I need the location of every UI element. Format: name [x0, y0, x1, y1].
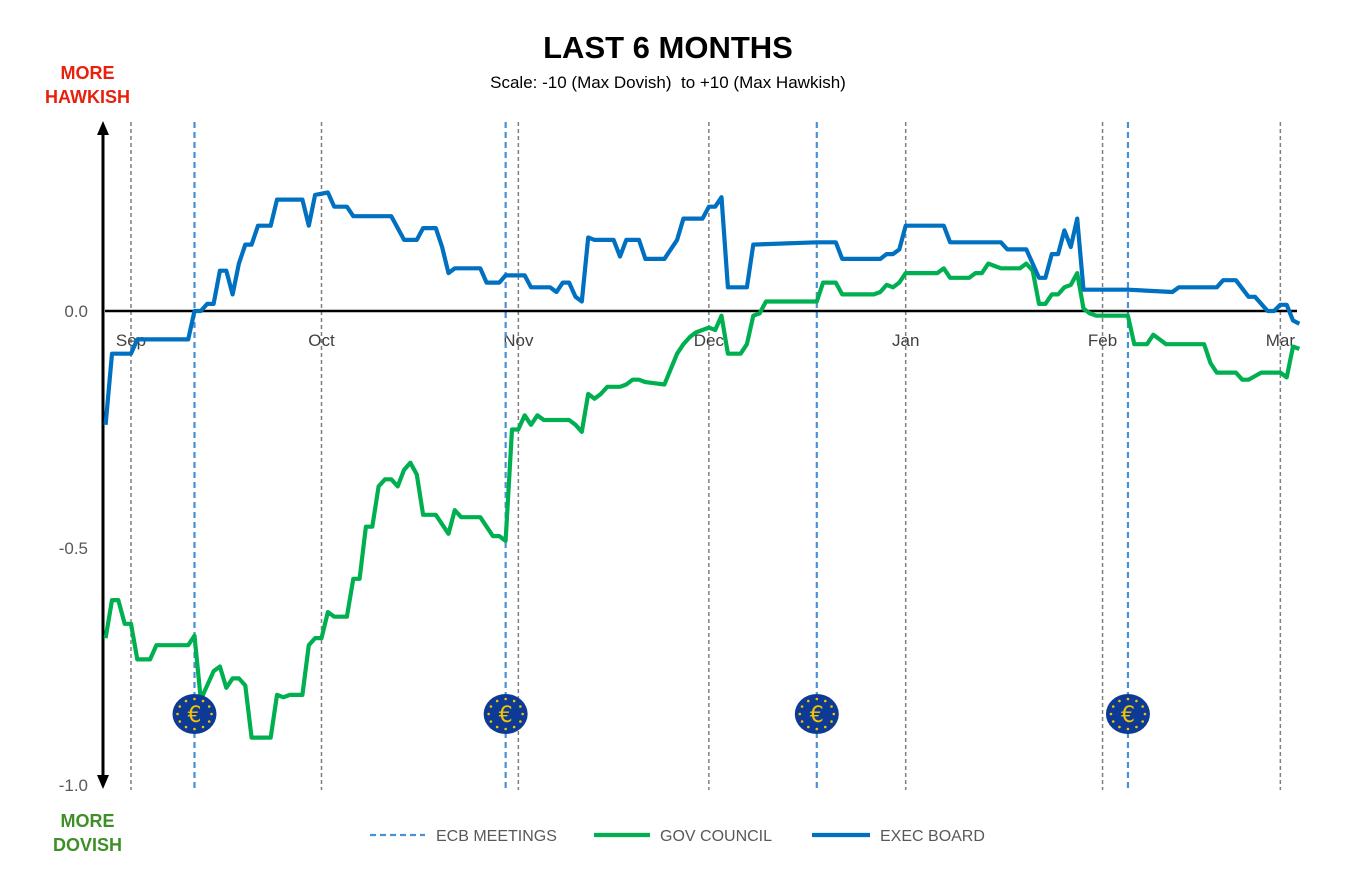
- x-tick-label: Oct: [308, 331, 335, 350]
- exec-board-line: [103, 190, 1301, 425]
- ecb-euro-icon: €: [172, 694, 217, 734]
- x-tick-label: Mar: [1266, 331, 1296, 350]
- y-tick-label: -1.0: [59, 776, 88, 795]
- more-dovish-label: MORE DOVISH: [52, 811, 122, 855]
- legend-gov-council-label: GOV COUNCIL: [660, 828, 772, 845]
- ecb-euro-icon: €: [483, 694, 528, 734]
- x-tick-label: Feb: [1088, 331, 1117, 350]
- ecb-euro-icon: €: [794, 694, 839, 734]
- x-tick-label: Nov: [503, 331, 534, 350]
- y-tick-label: -0.5: [59, 539, 88, 558]
- legend-exec-board-label: EXEC BOARD: [880, 828, 985, 845]
- ecb-euro-icon: €: [1105, 694, 1150, 734]
- chart-subtitle: Scale: -10 (Max Dovish) to +10 (Max Hawk…: [490, 73, 846, 92]
- x-tick-label: Jan: [892, 331, 919, 350]
- up-arrow-icon: [97, 121, 109, 135]
- x-tick-label: Dec: [694, 331, 725, 350]
- gov-council-line: [103, 261, 1301, 740]
- svg-text:€: €: [499, 703, 513, 728]
- svg-text:€: €: [810, 703, 824, 728]
- chart-title: LAST 6 MONTHS: [543, 30, 793, 65]
- x-tick-label: Sep: [116, 331, 146, 350]
- legend-ecb-meetings-label: ECB MEETINGS: [436, 828, 557, 845]
- down-arrow-icon: [97, 775, 109, 789]
- svg-text:€: €: [1121, 703, 1135, 728]
- y-tick-label: 0.0: [64, 302, 88, 321]
- svg-text:€: €: [188, 703, 202, 728]
- more-hawkish-label: MORE HAWKISH: [45, 63, 130, 107]
